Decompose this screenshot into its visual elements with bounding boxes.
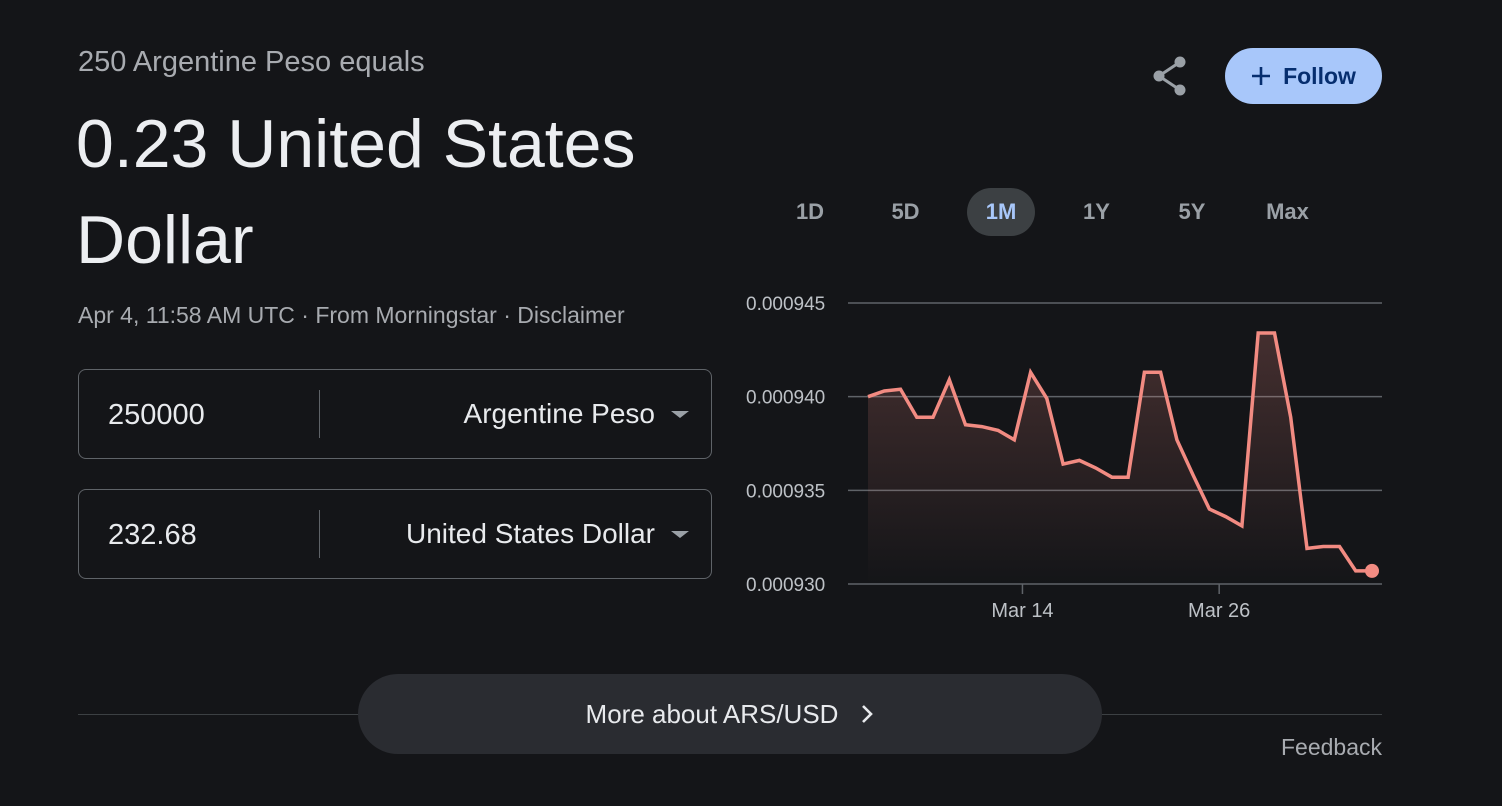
tab-range-5y[interactable]: 5Y	[1178, 199, 1206, 224]
disclaimer-link[interactable]: Disclaimer	[517, 302, 625, 328]
source-link[interactable]: From Morningstar	[315, 302, 497, 328]
time-range-tabs: 1D 5D 1M 1Y 5Y Max	[776, 188, 1349, 236]
follow-button[interactable]: Follow	[1225, 48, 1382, 104]
converted-value: 0.23 United States Dollar	[76, 106, 636, 278]
from-converter-box: Argentine Peso	[78, 369, 712, 459]
series-area	[868, 333, 1372, 584]
feedback-link[interactable]: Feedback	[1280, 734, 1382, 760]
y-tick-label: 0.000940	[746, 388, 825, 409]
dropdown-caret-icon	[671, 530, 689, 538]
to-currency-label: United States Dollar	[405, 518, 655, 549]
divider	[319, 390, 320, 438]
conversion-subtitle: 250 Argentine Peso equals	[78, 46, 425, 78]
more-about-button[interactable]: More about ARS/USD	[358, 674, 1102, 754]
more-about-label: More about ARS/USD	[585, 698, 839, 729]
series-line	[867, 331, 1372, 573]
chevron-right-icon	[862, 705, 874, 723]
conversion-meta: Apr 4, 11:58 AM UTC · From Morningstar ·…	[78, 302, 625, 329]
share-button[interactable]	[1148, 52, 1192, 100]
to-currency-select[interactable]: United States Dollar	[406, 490, 689, 578]
y-tick-label: 0.000945	[746, 294, 825, 315]
to-converter-box: United States Dollar	[78, 489, 712, 579]
from-currency-label: Argentine Peso	[463, 398, 655, 429]
share-icon	[1153, 56, 1186, 96]
y-tick-label: 0.000930	[746, 575, 825, 596]
plus-icon	[1252, 67, 1271, 85]
to-amount-input[interactable]	[106, 518, 310, 553]
tab-range-1d[interactable]: 1D	[795, 199, 825, 224]
x-tick-label: Mar 26	[1188, 600, 1250, 622]
tab-range-5d[interactable]: 5D	[891, 199, 920, 224]
dropdown-caret-icon	[671, 410, 689, 418]
separator: ·	[294, 302, 316, 328]
y-tick-label: 0.000935	[746, 481, 825, 502]
from-amount-input[interactable]	[106, 398, 310, 433]
tab-range-1y[interactable]: 1Y	[1083, 199, 1110, 224]
divider	[319, 510, 320, 558]
x-tick-label: Mar 14	[991, 600, 1053, 622]
tab-range-max[interactable]: Max	[1266, 199, 1309, 224]
from-currency-select[interactable]: Argentine Peso	[464, 370, 689, 458]
timestamp: Apr 4, 11:58 AM UTC	[78, 302, 295, 328]
separator: ·	[496, 302, 518, 328]
tab-range-1m[interactable]: 1M	[967, 188, 1035, 236]
follow-label: Follow	[1283, 62, 1356, 89]
exchange-rate-chart: 0.000945 0.000940 0.000935 0.000930 Mar 14 Ma…	[746, 294, 1382, 622]
latest-value-point[interactable]	[1365, 563, 1379, 578]
